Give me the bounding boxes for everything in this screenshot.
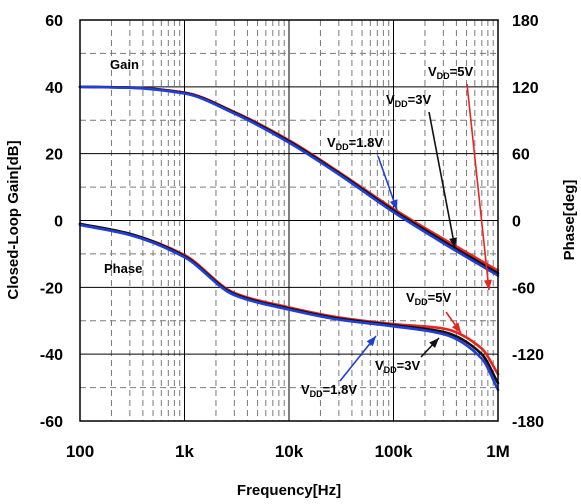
y-tick-label-left: 20 — [45, 147, 63, 164]
x-axis-label: Frequency[Hz] — [237, 482, 341, 499]
arrow-head-phase-5v — [451, 322, 461, 333]
gain-curve-18V — [78, 85, 500, 277]
y-axis-label-left: Closed-Loop Gain[dB] — [5, 140, 22, 299]
y-tick-label-right: 180 — [512, 13, 539, 30]
y-tick-label-right: -60 — [512, 280, 535, 297]
vdd-label-phase-1v8: VDD=1.8V — [301, 382, 357, 399]
vdd-label-gain-1v8: VDD=1.8V — [327, 135, 383, 152]
grid — [79, 20, 499, 421]
y-tick-label-left: 40 — [45, 80, 63, 97]
vdd-label-phase-3v: VDD=3V — [375, 358, 420, 375]
arrow-head-gain-5v — [483, 279, 492, 290]
y-tick-label-right: 0 — [512, 214, 521, 231]
y-tick-label-left: -20 — [40, 280, 63, 297]
phase-group-label: Phase — [104, 261, 142, 276]
series-layer — [78, 85, 500, 392]
gain-group-label: Gain — [110, 57, 139, 72]
x-tick-label: 100k — [375, 442, 413, 461]
vdd-label-gain-5v: VDD=5V — [428, 64, 473, 81]
y-tick-label-right: 60 — [512, 147, 530, 164]
arrow-line-gain-3v — [428, 111, 456, 249]
annotations: Gain Phase VDD=5V VDD=3V VDD=1.8V VDD=5V VDD=3… — [104, 57, 492, 399]
x-tick-label: 1k — [175, 442, 194, 461]
x-tick-label: 100 — [66, 442, 94, 461]
y-tick-label-left: -40 — [40, 347, 63, 364]
vdd-label-gain-3v: VDD=3V — [386, 92, 431, 109]
vdd-label-phase-5v: VDD=5V — [406, 290, 451, 307]
y-tick-label-right: 120 — [512, 80, 539, 97]
y-axis-label-right: Phase[deg] — [561, 180, 578, 261]
y-tick-label-right: -180 — [512, 414, 544, 431]
arrow-head-phase-1v8 — [366, 336, 376, 347]
arrow-head-phase-3v — [429, 338, 439, 349]
tick-labels: 100 1k 10k 100k 1M 60 40 20 0 -20 -40 -60 180 120 60 0 -… — [40, 13, 544, 461]
arrow-line-gain-5v — [466, 83, 490, 291]
y-tick-label-right: -120 — [512, 347, 544, 364]
arrow-head-gain-1v8 — [389, 199, 398, 210]
x-tick-label: 10k — [275, 442, 304, 461]
x-tick-label: 1M — [486, 442, 510, 461]
y-tick-label-left: 0 — [54, 214, 63, 231]
phase-curve-18V — [78, 223, 500, 392]
plot-frame — [79, 19, 499, 422]
arrow-head-gain-3v — [449, 237, 458, 248]
y-tick-label-left: -60 — [40, 414, 63, 431]
y-tick-label-left: 60 — [45, 13, 63, 30]
